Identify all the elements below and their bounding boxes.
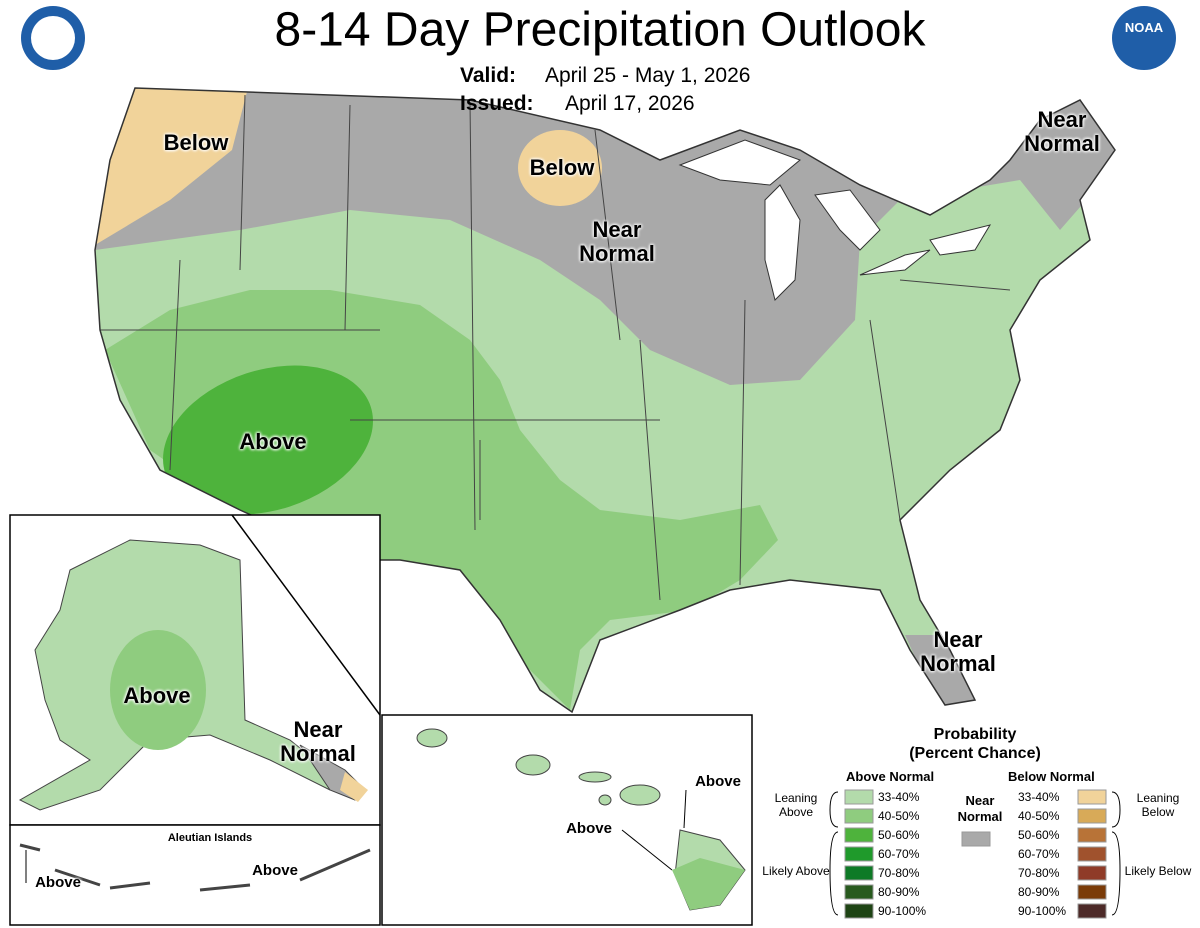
legend-label: 70-80% (1018, 866, 1060, 880)
aleutian-inset (9, 824, 381, 926)
legend-swatch (844, 827, 874, 843)
legend-label: 80-90% (1018, 885, 1060, 899)
legend-swatch (961, 831, 991, 847)
legend-swatch (1077, 865, 1107, 881)
legend-heading: Above Normal (846, 769, 935, 784)
legend-brace (1111, 791, 1121, 828)
legend-swatch (844, 865, 874, 881)
group-label: Leaning Below (1136, 791, 1180, 819)
legend-label: 40-50% (878, 809, 920, 823)
legend-label: 90-100% (878, 904, 926, 918)
map-label: Below (163, 130, 229, 155)
legend-swatch (1077, 789, 1107, 805)
group-label: Leaning Above (774, 791, 818, 819)
map-label: Near Normal (920, 627, 996, 676)
legend-swatch (1077, 827, 1107, 843)
legend-label: 33-40% (1018, 790, 1060, 804)
group-label: Likely Below (1124, 864, 1192, 878)
alaska-inset (9, 514, 381, 826)
legend-label: 60-70% (878, 847, 920, 861)
legend-title: Probability (933, 726, 1017, 743)
legend-brace (829, 791, 839, 828)
legend-label: 40-50% (1018, 809, 1060, 823)
legend-heading: Below Normal (1008, 769, 1095, 784)
legend-label: 60-70% (1018, 847, 1060, 861)
legend-label: 70-80% (878, 866, 920, 880)
legend-swatch (844, 808, 874, 824)
logos: NOAA (21, 6, 1176, 70)
legend-swatch (1077, 808, 1107, 824)
legend-label: 50-60% (1018, 828, 1060, 842)
hawaii-inset (381, 714, 753, 926)
map-label: Near Normal (579, 217, 655, 266)
legend: 33-40% 40-50% 50-60% 60-70% 70-80% 80-90% 90-1… (829, 789, 1121, 919)
legend-heading: Near Normal (957, 793, 1003, 824)
legend-brace (1111, 831, 1121, 916)
map-label: Above (566, 820, 612, 837)
great-lakes (678, 139, 992, 301)
map-label: Above (123, 683, 191, 708)
valid-dates: April 25 - May 1, 2026 (545, 64, 751, 87)
map-label: Near Normal (1024, 107, 1100, 156)
legend-brace (829, 831, 839, 916)
valid-label: Valid: (460, 64, 517, 87)
map-label: Above (695, 773, 741, 790)
legend-swatch (844, 789, 874, 805)
legend-swatch (1077, 846, 1107, 862)
legend-label: 50-60% (878, 828, 920, 842)
legend-swatch (1077, 884, 1107, 900)
group-label: Likely Above (762, 864, 830, 878)
title: 8-14 Day Precipitation Outlook (274, 3, 926, 57)
legend-swatch (844, 903, 874, 919)
inset-title: Aleutian Islands (167, 832, 253, 844)
legend-subtitle: (Percent Chance) (909, 745, 1041, 762)
legend-swatch (1077, 903, 1107, 919)
map-label: Above (252, 862, 298, 879)
map-label: Above (239, 429, 307, 454)
legend-swatch (844, 884, 874, 900)
legend-label: 33-40% (878, 790, 920, 804)
logo-text: NOAA (1125, 20, 1164, 35)
legend-swatch (844, 846, 874, 862)
map-label: Above (35, 874, 81, 891)
map-label: Near Normal (280, 717, 356, 766)
map-label: Below (529, 155, 595, 180)
legend-label: 90-100% (1018, 904, 1066, 918)
legend-title-box: Probability (Percent Chance) (885, 725, 1065, 763)
legend-label: 80-90% (878, 885, 920, 899)
issued-date: April 17, 2026 (565, 92, 695, 115)
issued-label: Issued: (460, 92, 534, 115)
